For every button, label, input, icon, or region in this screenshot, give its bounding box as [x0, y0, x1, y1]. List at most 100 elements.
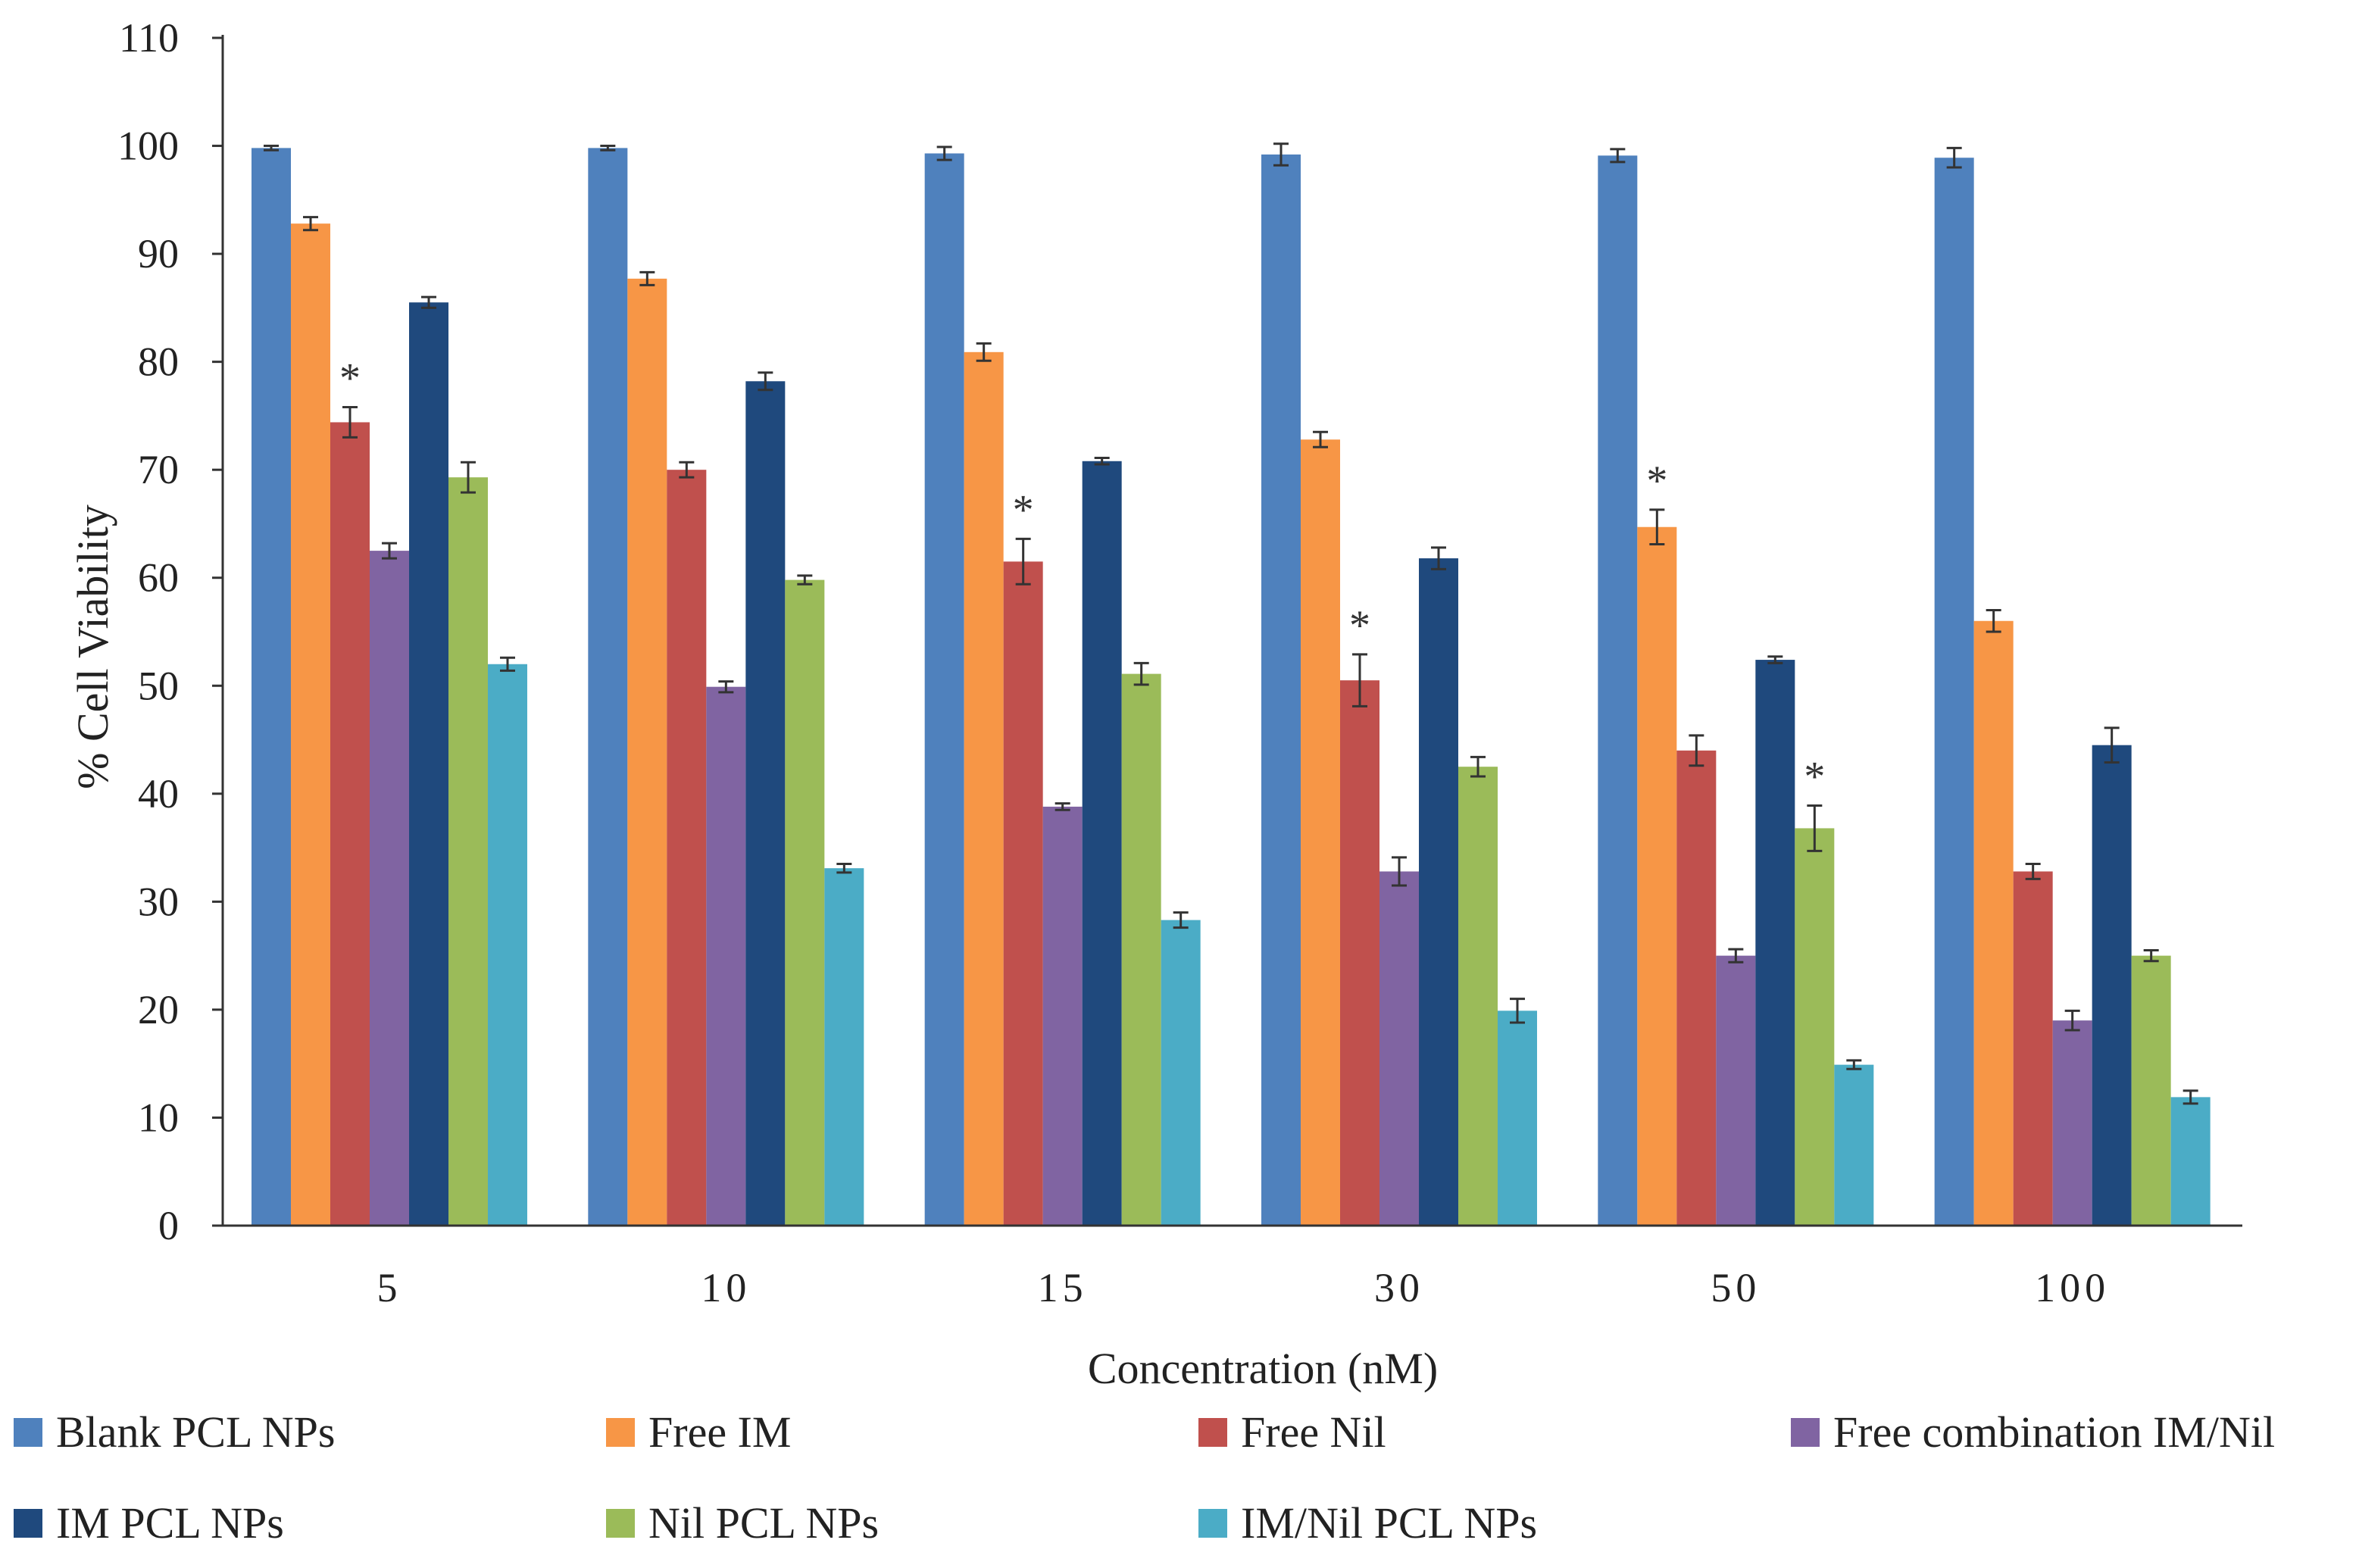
error-bar [1470, 755, 1486, 778]
error-bar [936, 145, 952, 161]
error-bar [1313, 430, 1328, 448]
error-bar [679, 461, 695, 479]
error-bars [264, 142, 2198, 1105]
error-bar [1431, 546, 1446, 570]
error-bar [758, 371, 773, 392]
bar-im-nil-pcl-nps-100 [2170, 1097, 2211, 1226]
error-bar [1846, 1059, 1862, 1070]
legend-item-im-pcl-nps: IM PCL NPs [14, 1498, 284, 1548]
error-bar [639, 270, 655, 286]
bar-blank-pcl-nps-10 [588, 148, 628, 1226]
legend-label: Free IM [648, 1407, 791, 1457]
error-bar [836, 862, 852, 874]
legend-label: IM/Nil PCL NPs [1241, 1498, 1537, 1548]
x-tick-label-100: 100 [2035, 1265, 2110, 1310]
significance-marker: * [1013, 486, 1034, 533]
bar-blank-pcl-nps-30 [1261, 154, 1301, 1226]
error-bar [797, 574, 813, 586]
y-tick-label: 0 [158, 1203, 179, 1248]
significance-marker: * [339, 355, 361, 402]
bar-blank-pcl-nps-100 [1934, 158, 1974, 1226]
bar-free-nil-30 [1340, 680, 1379, 1226]
bar-im-pcl-nps-15 [1082, 461, 1122, 1226]
bar-im-nil-pcl-nps-30 [1498, 1010, 1537, 1226]
error-bar [1767, 655, 1783, 664]
error-bar [1133, 661, 1149, 686]
y-tick-label: 50 [138, 663, 179, 708]
y-tick-label: 20 [138, 987, 179, 1032]
legend-item-im-nil-pcl-nps: IM/Nil PCL NPs [1198, 1498, 1537, 1548]
error-bar [2104, 726, 2120, 764]
y-axis-ticks: 0 10 20 30 40 50 60 70 80 90 100 110 [117, 15, 223, 1248]
significance-annotations: * * * * * [339, 355, 1825, 801]
bar-free-nil-15 [1003, 561, 1043, 1226]
bar-im-nil-pcl-nps-50 [1834, 1064, 1874, 1226]
legend-swatch [1198, 1418, 1227, 1447]
bar-free-im-50 [1637, 526, 1677, 1226]
bar-nil-pcl-nps-5 [448, 477, 488, 1226]
error-bar [342, 406, 358, 439]
legend-label: IM PCL NPs [56, 1498, 284, 1548]
legend-swatch [606, 1509, 635, 1538]
bar-nil-pcl-nps-15 [1121, 673, 1161, 1226]
error-bar [718, 680, 734, 694]
error-bar [2182, 1089, 2198, 1105]
bar-im-pcl-nps-30 [1419, 558, 1458, 1226]
y-tick-label: 10 [138, 1095, 179, 1140]
bar-free-combination-im-nil-30 [1379, 871, 1419, 1226]
significance-marker: * [1349, 602, 1370, 649]
error-bar [1352, 653, 1367, 707]
x-tick-label-5: 5 [377, 1265, 402, 1310]
y-tick-label: 30 [138, 879, 179, 924]
x-axis-title: Concentration (nM) [1088, 1344, 1438, 1393]
bar-free-im-100 [1973, 620, 2014, 1226]
bar-free-combination-im-nil-100 [2052, 1020, 2092, 1226]
legend-label: Free Nil [1241, 1407, 1386, 1457]
error-bar [1986, 608, 2001, 633]
legend-swatch [606, 1418, 635, 1447]
error-bar [1510, 998, 1525, 1024]
significance-marker: * [1646, 458, 1667, 504]
legend-label: Nil PCL NPs [648, 1498, 879, 1548]
error-bar [1273, 142, 1289, 167]
bar-im-nil-pcl-nps-5 [488, 664, 527, 1226]
error-bar [1649, 508, 1665, 546]
bar-im-pcl-nps-10 [745, 381, 786, 1226]
bar-series [252, 148, 2211, 1226]
legend-item-nil-pcl-nps: Nil PCL NPs [606, 1498, 879, 1548]
legend-label: Blank PCL NPs [56, 1407, 335, 1457]
y-tick-label: 80 [138, 339, 179, 385]
y-tick-label: 40 [138, 771, 179, 817]
legend-label: Free combination IM/Nil [1833, 1407, 2275, 1457]
bar-free-combination-im-nil-50 [1716, 955, 1756, 1226]
legend-item-free-nil: Free Nil [1198, 1407, 1386, 1457]
error-bar [1689, 734, 1704, 767]
x-tick-label-50: 50 [1711, 1265, 1761, 1310]
x-tick-label-10: 10 [701, 1265, 751, 1310]
bar-blank-pcl-nps-50 [1598, 155, 1638, 1226]
error-bar [1728, 948, 1744, 964]
error-bar [264, 145, 279, 151]
y-tick-label: 90 [138, 231, 179, 276]
error-bar [382, 542, 397, 560]
x-axis-tick-labels: 5 10 15 30 50 100 [377, 1265, 2110, 1310]
error-bar [1094, 457, 1110, 466]
bar-free-combination-im-nil-5 [370, 551, 409, 1226]
bar-im-pcl-nps-50 [1755, 660, 1795, 1226]
y-tick-label: 70 [138, 447, 179, 492]
legend: Blank PCL NPs Free IM Free Nil Free combina… [14, 1407, 2275, 1548]
error-bar [2025, 862, 2041, 880]
bar-free-nil-100 [2013, 871, 2053, 1226]
x-tick-label-15: 15 [1038, 1265, 1088, 1310]
bar-blank-pcl-nps-15 [924, 153, 964, 1226]
bar-nil-pcl-nps-30 [1458, 767, 1498, 1226]
bar-im-nil-pcl-nps-15 [1161, 920, 1201, 1226]
error-bar [421, 295, 436, 309]
error-bar [600, 145, 616, 151]
bar-im-pcl-nps-5 [409, 302, 448, 1226]
y-axis-title: % Cell Viability [68, 504, 117, 789]
bar-nil-pcl-nps-10 [785, 579, 825, 1226]
bar-im-pcl-nps-100 [2092, 745, 2132, 1226]
bar-nil-pcl-nps-50 [1795, 828, 1835, 1226]
